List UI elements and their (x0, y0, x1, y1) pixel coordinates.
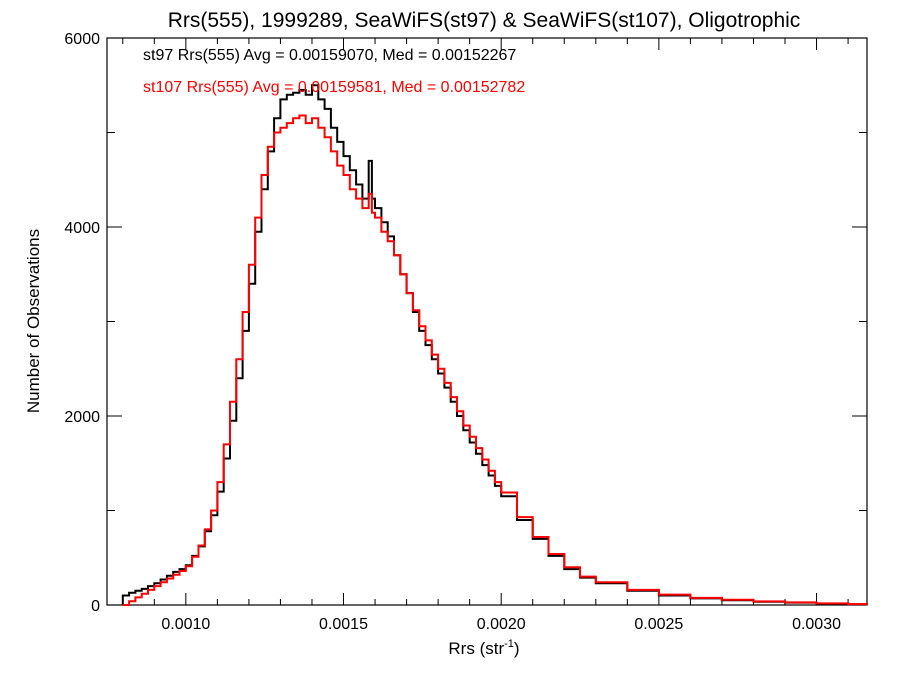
y-tick-label: 6000 (64, 31, 100, 48)
x-axis-label-superscript: -1 (504, 638, 514, 650)
legend: st97 Rrs(555) Avg = 0.00159070, Med = 0.… (143, 47, 525, 96)
x-axis-label: Rrs (str-1) (448, 638, 519, 658)
tick-labels: 0.0010 0.0015 0.0020 0.0025 0.0030 0 2000 4000 6… (64, 31, 841, 633)
series-group (121, 84, 868, 606)
x-tick-label: 0.0030 (792, 616, 841, 633)
y-tick-label: 4000 (64, 220, 100, 237)
x-tick-label: 0.0015 (319, 616, 368, 633)
x-tick-label: 0.0025 (634, 616, 683, 633)
x-tick-label: 0.0010 (161, 616, 210, 633)
y-tick-label: 0 (91, 598, 100, 615)
legend-entry-st107: st107 Rrs(555) Avg = 0.00159581, Med = 0… (143, 79, 525, 96)
chart-title: Rrs(555), 1999289, SeaWiFS(st97) & SeaWi… (168, 9, 801, 32)
series-line-st97 (121, 84, 868, 606)
x-tick-label: 0.0020 (477, 616, 526, 633)
x-axis-label-main: Rrs (str (448, 639, 504, 658)
x-axis-label-end: ) (514, 639, 520, 658)
y-axis-label: Number of Observations (24, 229, 43, 413)
y-tick-label: 2000 (64, 409, 100, 426)
legend-entry-st97: st97 Rrs(555) Avg = 0.00159070, Med = 0.… (143, 47, 516, 64)
axis-ticks (107, 37, 867, 606)
plot-frame (106, 37, 868, 606)
series-line-st107 (122, 114, 868, 606)
